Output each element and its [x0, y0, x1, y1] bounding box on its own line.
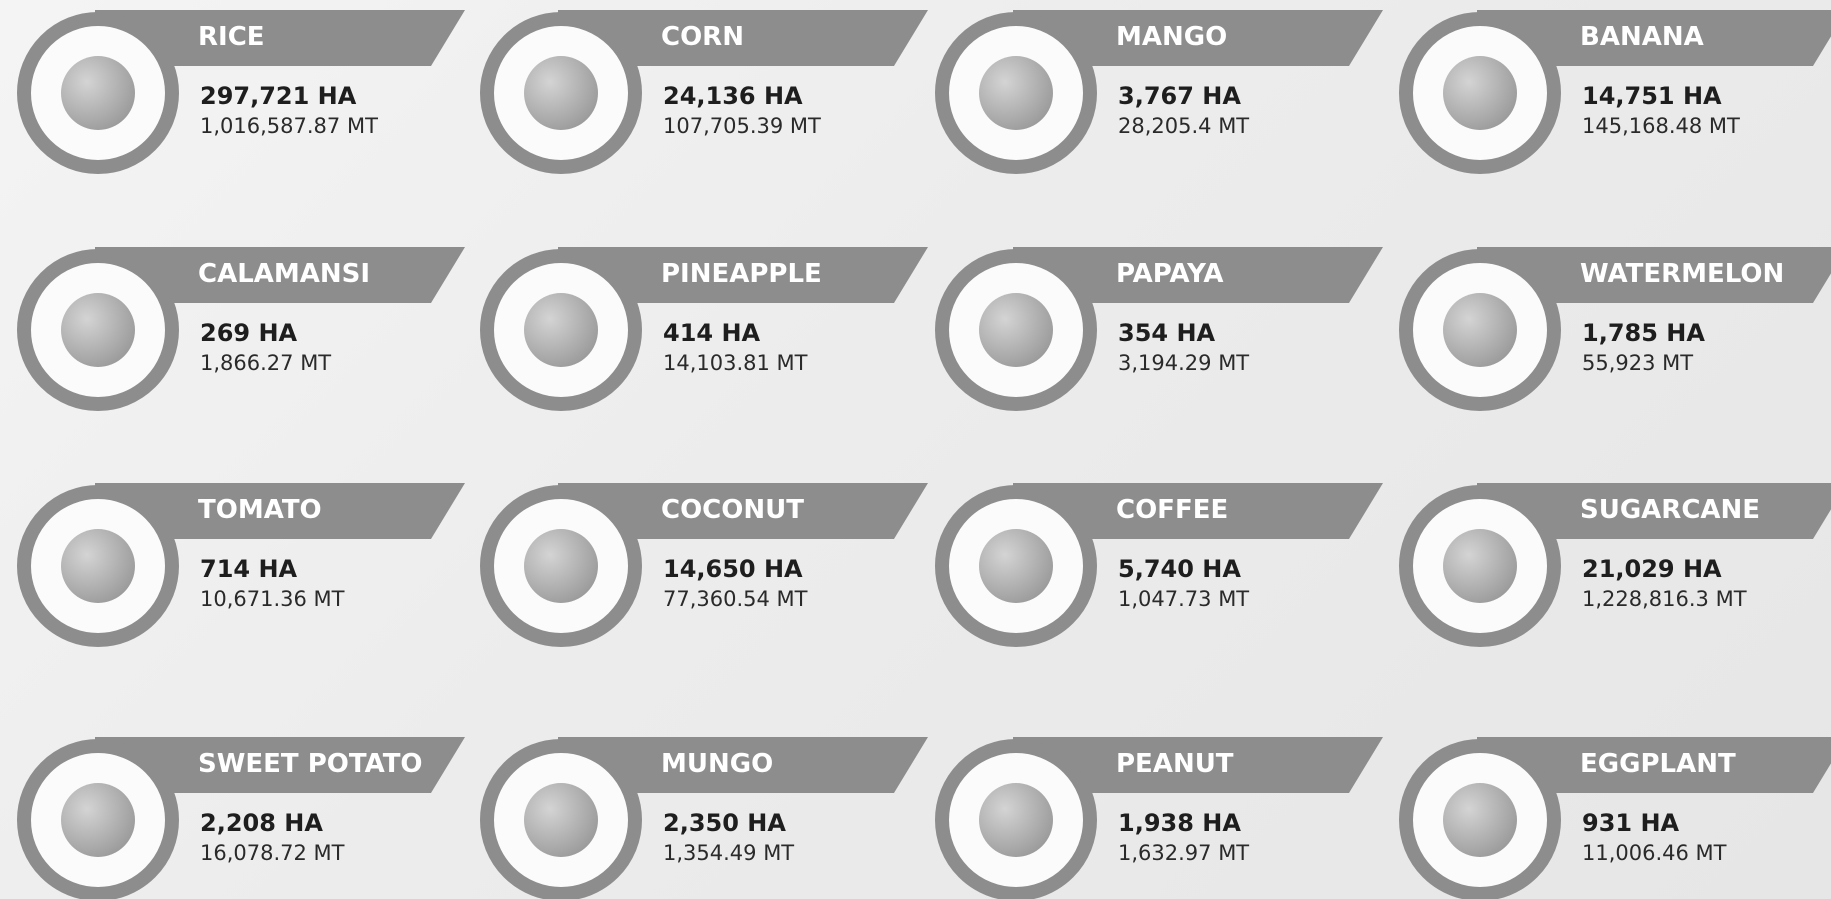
- crop-production: 1,228,816.3 MT: [1582, 587, 1747, 611]
- crop-icon: [1399, 485, 1561, 647]
- crop-area: 1,785 HA: [1582, 319, 1705, 347]
- crop-icon: [935, 485, 1097, 647]
- crop-area: 931 HA: [1582, 809, 1679, 837]
- crop-production: 1,047.73 MT: [1118, 587, 1249, 611]
- crop-image: [1443, 529, 1517, 603]
- crop-name: CALAMANSI: [198, 259, 370, 289]
- crop-area: 354 HA: [1118, 319, 1215, 347]
- crop-name: TOMATO: [198, 495, 322, 525]
- crop-area: 21,029 HA: [1582, 555, 1722, 583]
- crop-icon: [935, 739, 1097, 899]
- crop-name: COCONUT: [661, 495, 804, 525]
- crop-production: 1,354.49 MT: [663, 841, 794, 865]
- crop-area: 714 HA: [200, 555, 297, 583]
- crop-image: [524, 56, 598, 130]
- crop-image: [979, 293, 1053, 367]
- crop-icon: [17, 485, 179, 647]
- crop-name: EGGPLANT: [1580, 749, 1736, 779]
- crop-production: 16,078.72 MT: [200, 841, 345, 865]
- crop-icon: [17, 12, 179, 174]
- crop-production: 14,103.81 MT: [663, 351, 808, 375]
- crop-icon: [480, 12, 642, 174]
- crop-name: PAPAYA: [1116, 259, 1224, 289]
- crop-area: 269 HA: [200, 319, 297, 347]
- crop-icon: [935, 249, 1097, 411]
- crop-production: 55,923 MT: [1582, 351, 1693, 375]
- crop-image: [524, 293, 598, 367]
- crop-icon: [935, 12, 1097, 174]
- crop-name: MANGO: [1116, 22, 1227, 52]
- crop-production: 77,360.54 MT: [663, 587, 808, 611]
- crop-area: 5,740 HA: [1118, 555, 1241, 583]
- crop-image: [979, 529, 1053, 603]
- crop-area: 414 HA: [663, 319, 760, 347]
- crop-image: [524, 529, 598, 603]
- crop-image: [979, 783, 1053, 857]
- crop-image: [1443, 56, 1517, 130]
- crop-image: [979, 56, 1053, 130]
- crop-name: SUGARCANE: [1580, 495, 1760, 525]
- crop-name: COFFEE: [1116, 495, 1228, 525]
- crop-image: [524, 783, 598, 857]
- crop-area: 3,767 HA: [1118, 82, 1241, 110]
- crop-area: 2,350 HA: [663, 809, 786, 837]
- infographic: RICE 297,721 HA 1,016,587.87 MT CORN 24,136 …: [0, 0, 1831, 899]
- crop-name: PEANUT: [1116, 749, 1234, 779]
- crop-icon: [17, 249, 179, 411]
- crop-area: 1,938 HA: [1118, 809, 1241, 837]
- crop-area: 24,136 HA: [663, 82, 803, 110]
- crop-production: 107,705.39 MT: [663, 114, 821, 138]
- crop-name: BANANA: [1580, 22, 1704, 52]
- crop-icon: [480, 485, 642, 647]
- crop-production: 1,866.27 MT: [200, 351, 331, 375]
- crop-image: [1443, 293, 1517, 367]
- crop-icon: [480, 739, 642, 899]
- crop-production: 11,006.46 MT: [1582, 841, 1727, 865]
- crop-icon: [17, 739, 179, 899]
- crop-icon: [480, 249, 642, 411]
- crop-image: [61, 529, 135, 603]
- crop-name: RICE: [198, 22, 265, 52]
- crop-icon: [1399, 739, 1561, 899]
- crop-icon: [1399, 12, 1561, 174]
- crop-name: WATERMELON: [1580, 259, 1784, 289]
- crop-icon: [1399, 249, 1561, 411]
- crop-production: 3,194.29 MT: [1118, 351, 1249, 375]
- crop-area: 297,721 HA: [200, 82, 356, 110]
- crop-production: 145,168.48 MT: [1582, 114, 1740, 138]
- crop-production: 28,205.4 MT: [1118, 114, 1249, 138]
- crop-area: 14,650 HA: [663, 555, 803, 583]
- crop-production: 1,016,587.87 MT: [200, 114, 378, 138]
- crop-image: [61, 56, 135, 130]
- crop-name: MUNGO: [661, 749, 773, 779]
- crop-name: CORN: [661, 22, 744, 52]
- crop-name: PINEAPPLE: [661, 259, 822, 289]
- crop-area: 2,208 HA: [200, 809, 323, 837]
- crop-image: [1443, 783, 1517, 857]
- crop-production: 1,632.97 MT: [1118, 841, 1249, 865]
- crop-area: 14,751 HA: [1582, 82, 1722, 110]
- crop-image: [61, 293, 135, 367]
- crop-production: 10,671.36 MT: [200, 587, 345, 611]
- crop-image: [61, 783, 135, 857]
- crop-name: SWEET POTATO: [198, 749, 423, 779]
